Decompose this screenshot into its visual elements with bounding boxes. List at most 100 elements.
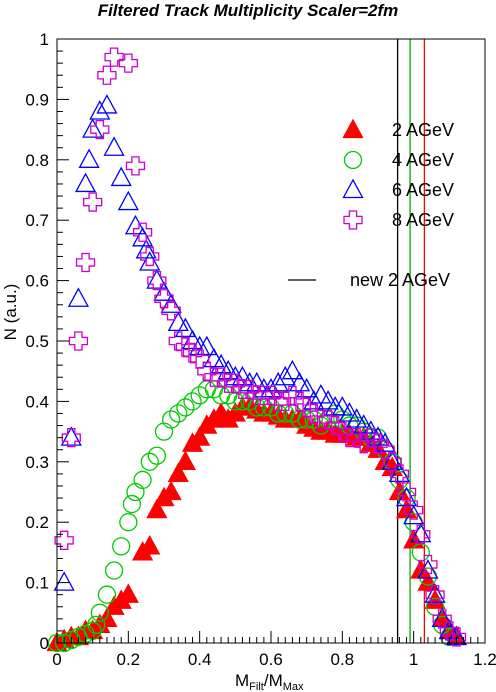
legend-marker [342,178,364,199]
legend-marker [343,210,363,230]
data-point [367,426,389,446]
data-point [168,331,188,351]
data-point [97,65,117,85]
y-tick-label: 0.3 [25,453,49,472]
data-point [175,337,196,357]
legend-label: 2 AGeV [392,120,454,140]
legend-entry-1: 2 AGeV [342,118,454,140]
data-point [374,432,396,452]
data-point [83,192,103,212]
data-point [132,226,154,247]
data-point [197,361,217,381]
legend-label: new 2 AGeV [350,270,450,290]
legend-marker [343,150,363,170]
axes: 0 0.2 0.4 0.6 0.8 1 1.200.10.20.30.40.50.60.70… [25,30,496,669]
data-point [117,190,139,211]
data-point [424,583,446,603]
data-point [446,627,467,647]
data-point [96,94,118,114]
data-point [310,383,332,404]
data-point [246,371,268,392]
data-point [75,252,96,273]
data-point [196,335,218,356]
data-point [174,450,196,470]
data-point [354,434,374,454]
data-series [46,47,468,653]
legend-label: 4 AGeV [392,150,454,170]
data-point [296,377,318,398]
data-point [181,329,204,350]
data-point [317,390,339,410]
data-point [445,625,468,646]
data-point [395,486,418,507]
data-point [217,359,239,380]
data-point [126,482,145,502]
data-point [154,422,174,441]
data-point [140,246,160,267]
y-tick-label: 0.9 [25,90,49,109]
data-point [189,426,211,446]
data-point [388,480,410,501]
data-point [104,47,124,67]
data-point [122,494,142,514]
data-point [132,222,153,242]
data-point [82,118,104,138]
x-tick-label: 1.2 [473,650,496,669]
data-point [176,398,195,417]
data-point [124,214,147,235]
data-point [381,450,403,470]
data-point [360,420,382,440]
y-tick-label: 0 [40,634,49,653]
data-point [404,500,424,520]
legend-entry-3: 6 AGeV [342,178,454,200]
data-point [161,301,181,321]
data-point [60,426,82,446]
data-point [87,615,106,635]
x-axis-label-sub-max: Max [283,681,304,692]
data-point [183,392,202,411]
x-axis-label: MFilt/MMax [235,671,304,692]
data-point [78,148,100,168]
data-point [147,446,167,465]
data-point [403,504,425,525]
data-point [103,136,125,156]
y-tick-label: 0.1 [25,574,49,593]
data-point [160,293,182,313]
data-point [174,317,196,338]
x-tick-label: 0 [52,650,61,669]
data-point [346,408,368,428]
x-axis-label-divider: /M [264,671,283,690]
y-tick-label: 0.5 [25,332,49,351]
data-point [133,470,152,490]
data-point [125,156,146,176]
data-point [353,414,375,434]
legend: 2 AGeV 4 AGeV 6 AGeV 8 AGeV new 2 AGeV [288,118,454,290]
data-point [74,172,97,193]
data-point [425,585,445,605]
data-point [53,571,75,591]
data-point [153,281,175,301]
data-point [288,371,311,392]
series-1 [46,396,468,652]
legend-label: 8 AGeV [392,210,454,230]
data-point [67,287,89,307]
data-point [274,365,296,386]
x-tick-label: 1 [409,650,418,669]
data-point [61,427,81,448]
data-point [140,452,159,471]
data-point [139,251,161,271]
x-tick-label: 0.6 [259,650,283,669]
data-point [147,270,167,291]
data-point [210,353,232,374]
data-point [281,359,303,380]
y-axis: 0 0.1 0.2 0.3 0.4 0.5 0.6 0.7 0.8 0.9 1 [25,30,69,653]
data-point [161,410,181,429]
data-point [431,607,453,627]
data-point [403,528,425,549]
series-4 [54,47,467,647]
legend-label: 6 AGeV [392,180,454,200]
y-tick-label: 0.2 [25,513,49,532]
data-point [146,498,168,519]
x-axis-label-main: M [235,671,249,690]
